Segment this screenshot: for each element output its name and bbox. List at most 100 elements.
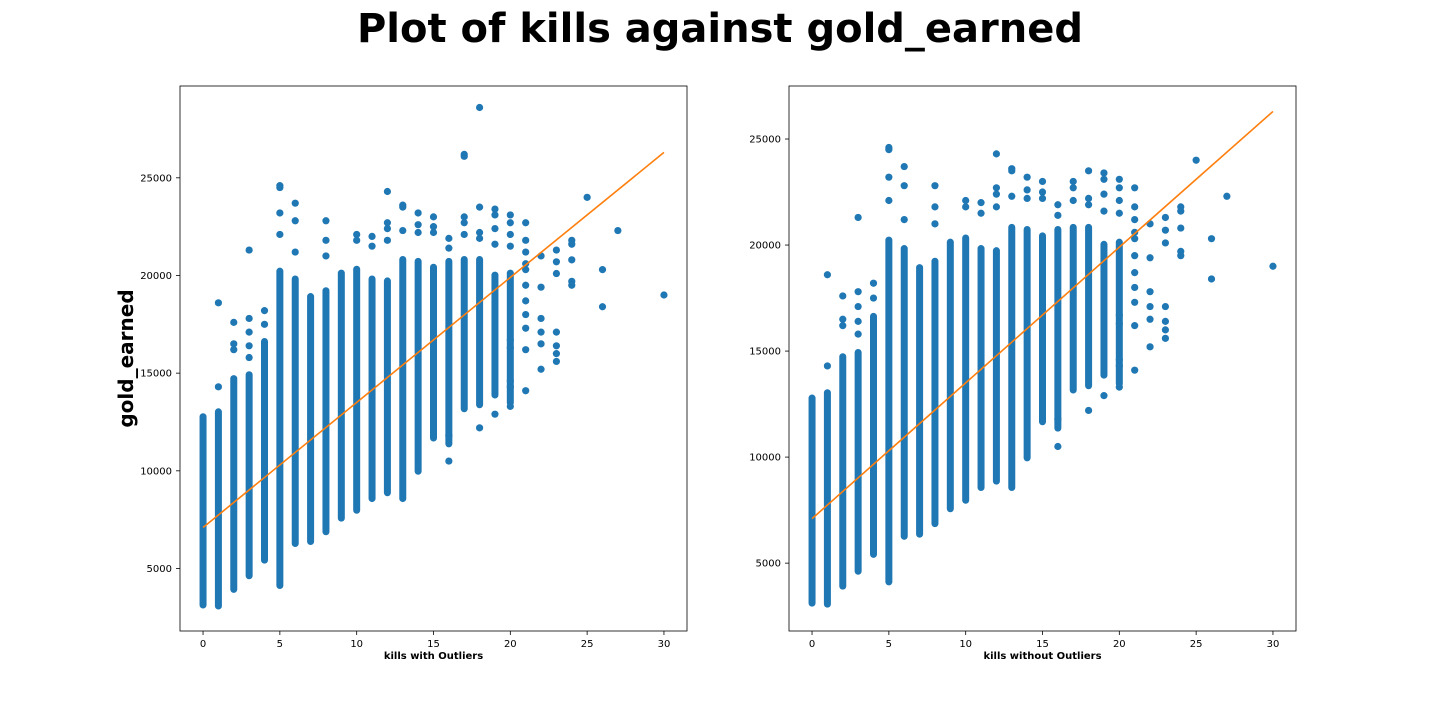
scatter-point: [491, 211, 499, 219]
scatter-point: [1131, 252, 1139, 260]
scatter-point: [429, 213, 438, 221]
scatter-point: [368, 242, 376, 250]
scatter-point: [660, 291, 668, 299]
scatter-column: [383, 277, 391, 497]
scatter-column: [1085, 223, 1093, 390]
scatter-point: [522, 281, 530, 289]
scatter-point: [276, 209, 284, 217]
scatter-point: [854, 317, 862, 325]
scatter-point: [1069, 184, 1077, 192]
y-tick-label: 15000: [749, 347, 781, 358]
scatter-point: [445, 432, 453, 440]
scatter-point: [260, 320, 269, 328]
scatter-point: [1023, 186, 1031, 194]
scatter-point: [399, 226, 407, 235]
scatter-column: [900, 245, 908, 540]
scatter-point: [506, 219, 514, 227]
scatter-point: [537, 328, 545, 336]
scatter-point: [414, 228, 422, 237]
scatter-point: [383, 219, 392, 227]
scatter-column: [430, 263, 437, 442]
scatter-point: [460, 213, 468, 221]
scatter-point: [445, 457, 453, 465]
scatter-point: [552, 342, 561, 350]
scatter-point: [383, 236, 392, 244]
scatter-point: [992, 184, 1001, 192]
scatter-point: [869, 294, 878, 302]
scatter-point: [475, 228, 484, 237]
scatter-point: [977, 199, 985, 207]
scatter-column: [1023, 225, 1031, 462]
scatter-point: [475, 203, 484, 211]
scatter-point: [552, 258, 561, 266]
scatter-point: [1146, 254, 1154, 262]
scatter-point: [1146, 343, 1154, 351]
scatter-point: [506, 344, 514, 352]
scatter-point: [1084, 167, 1093, 175]
scatter-column: [962, 234, 970, 504]
scatter-point: [522, 387, 530, 395]
subplot-2: 0 5 10 15 20 25 30 5000 10000 15000 20000 25000 kill…: [749, 85, 1297, 662]
x-tick-label: 0: [809, 639, 815, 650]
scatter-point: [522, 324, 530, 332]
scatter-point: [414, 209, 422, 217]
x-tick-label: 10: [959, 639, 972, 650]
scatter-point: [475, 424, 484, 432]
scatter-point: [1146, 288, 1154, 296]
scatter-point: [537, 365, 545, 373]
scatter-point: [522, 219, 530, 227]
scatter-point: [552, 350, 561, 358]
scatter-point: [583, 193, 591, 201]
scatter-point: [1115, 319, 1123, 328]
scatter-column: [1039, 232, 1046, 426]
regression-line: [202, 151, 665, 529]
x-tick-label: 30: [1267, 639, 1280, 650]
scatter-point: [1023, 194, 1031, 202]
scatter-column: [946, 238, 954, 513]
scatter-point: [491, 205, 499, 213]
scatter-point: [854, 302, 862, 311]
scatter-point: [475, 103, 484, 112]
scatter-point: [506, 336, 514, 344]
scatter-point: [1115, 383, 1123, 391]
scatter-point: [1269, 262, 1277, 270]
scatter-column: [214, 408, 222, 610]
scatter-point: [823, 362, 832, 370]
scatter-point: [1207, 235, 1216, 243]
scatter-column: [368, 275, 376, 503]
scatter-point: [1008, 192, 1016, 200]
scatter-point: [445, 234, 453, 242]
scatter-point: [1054, 211, 1062, 219]
scatter-point: [506, 402, 514, 410]
scatter-point: [245, 328, 253, 336]
scatter-point: [1146, 315, 1154, 323]
scatter-point: [885, 146, 893, 154]
scatter-column: [353, 265, 361, 514]
scatter-point: [522, 297, 530, 305]
scatter-point: [491, 240, 499, 248]
scatter-point: [291, 217, 299, 225]
scatter-point: [491, 224, 499, 233]
scatter-column: [245, 371, 253, 580]
scatter-point: [1177, 252, 1185, 260]
scatter-point: [552, 246, 561, 254]
plot-area: [199, 103, 668, 610]
x-tick-label: 15: [427, 639, 440, 650]
scatter-point: [885, 196, 893, 205]
y-tick-label: 25000: [140, 173, 172, 184]
x-tick-label: 25: [1190, 639, 1203, 650]
x-tick-label: 20: [1113, 639, 1126, 650]
scatter-column: [399, 255, 407, 503]
scatter-point: [245, 342, 253, 350]
scatter-column: [1008, 223, 1016, 492]
scatter-point: [900, 215, 908, 224]
scatter-point: [1131, 269, 1139, 277]
x-tick-label: 25: [581, 639, 594, 650]
scatter-point: [1115, 196, 1123, 205]
x-tick-label: 10: [350, 639, 363, 650]
scatter-column: [460, 255, 468, 413]
scatter-point: [839, 292, 847, 300]
scatter-point: [522, 310, 530, 319]
scatter-point: [353, 230, 361, 239]
scatter-column: [445, 257, 453, 448]
